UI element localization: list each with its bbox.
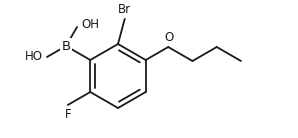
Text: F: F bbox=[64, 108, 71, 121]
Text: OH: OH bbox=[81, 18, 99, 31]
Text: O: O bbox=[164, 31, 174, 44]
Text: B: B bbox=[61, 39, 71, 52]
Text: Br: Br bbox=[118, 3, 131, 16]
Text: HO: HO bbox=[25, 51, 43, 63]
